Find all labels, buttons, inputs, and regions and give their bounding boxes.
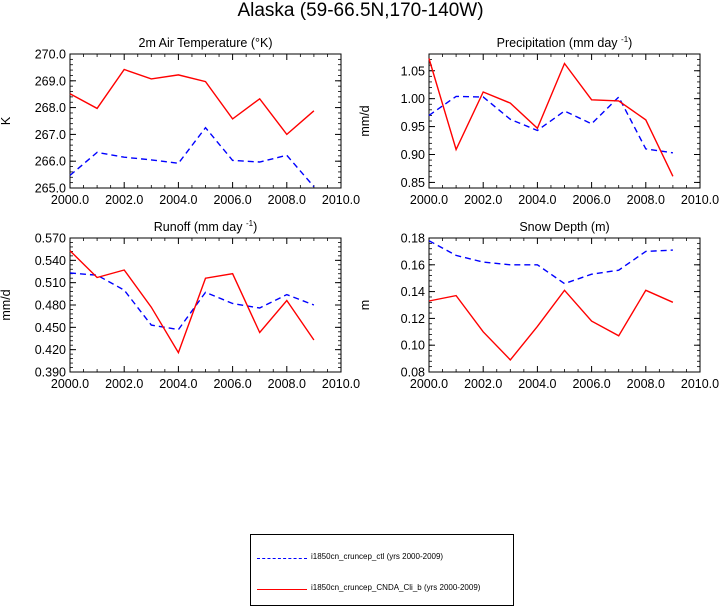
legend-swatch-ctl: [257, 558, 307, 559]
series-line-cnda-runoff: [69, 250, 315, 355]
legend-swatch-cnda: [257, 589, 307, 590]
x-tick-label: 2000.0: [410, 193, 448, 207]
y-tick-label: 0.14: [401, 285, 425, 299]
y-tick-label: 0.540: [35, 254, 66, 268]
x-tick-label: 2004.0: [159, 193, 197, 207]
x-tick-label: 2002.0: [464, 377, 502, 391]
x-tick-label: 2002.0: [464, 193, 502, 207]
panel-title-runoff: Runoff (mm day -1): [154, 219, 257, 234]
series-line-ctl-snow-depth: [428, 240, 673, 285]
x-tick-label: 2006.0: [572, 193, 610, 207]
ylabel-snow-depth: m: [358, 300, 372, 310]
x-tick-label: 2006.0: [572, 377, 610, 391]
y-tick-label: 0.90: [401, 148, 425, 162]
x-tick-label: 2004.0: [518, 377, 556, 391]
x-tick-label: 2010.0: [322, 377, 360, 391]
x-tick-label: 2000.0: [410, 377, 448, 391]
y-tick-label: 1.05: [401, 64, 425, 78]
y-tick-label: 0.480: [35, 299, 66, 313]
series-line-cnda-precip: [428, 58, 674, 177]
series-line-cnda-snow-depth: [428, 289, 674, 361]
series-line-ctl-precip: [428, 95, 673, 154]
legend-label-ctl: i1850cn_cruncep_ctl (yrs 2000-2009): [311, 552, 444, 561]
y-tick-label: 269.0: [35, 74, 66, 88]
y-tick-label: 0.570: [35, 232, 66, 246]
y-tick-label: 0.12: [401, 312, 425, 326]
legend: i1850cn_cruncep_ctl (yrs 2000-2009) i185…: [250, 534, 514, 606]
figure-title: Alaska (59-66.5N,170-140W): [237, 0, 484, 21]
x-tick-label: 2000.0: [51, 377, 89, 391]
x-tick-label: 2008.0: [268, 377, 306, 391]
charts-canvas: 2m Air Temperature (°K) K 2000.0 2002.0 2004…: [0, 35, 719, 391]
y-tick-label: 0.420: [35, 343, 66, 357]
panel-title-air-temp: 2m Air Temperature (°K): [139, 36, 273, 50]
y-tick-label: 265.0: [35, 182, 66, 196]
legend-label-cnda: i1850cn_cruncep_CNDA_Cli_b (yrs 2000-200…: [311, 583, 481, 592]
y-tick-label: 267.0: [35, 128, 66, 142]
y-tick-label: 268.0: [35, 101, 66, 115]
x-tick-label: 2006.0: [213, 377, 251, 391]
y-tick-label: 0.510: [35, 276, 66, 290]
y-tick-label: 0.85: [401, 176, 425, 190]
y-tick-label: 266.0: [35, 155, 66, 169]
y-tick-label: 1.00: [401, 92, 425, 106]
panel-title-precip: Precipitation (mm day -1): [497, 35, 633, 50]
series-line-cnda-air-temp: [69, 68, 315, 136]
chart-panel-precip: Precipitation (mm day -1) mm/d 2000.0 2002.…: [358, 35, 719, 207]
x-tick-label: 2002.0: [105, 193, 143, 207]
series-line-ctl-runoff: [69, 272, 315, 331]
y-tick-label: 0.95: [401, 120, 425, 134]
x-tick-label: 2008.0: [268, 193, 306, 207]
y-tick-label: 0.18: [401, 232, 425, 246]
x-tick-label: 2004.0: [518, 193, 556, 207]
x-tick-label: 2008.0: [627, 193, 665, 207]
x-tick-label: 2006.0: [213, 193, 251, 207]
chart-panel-runoff: Runoff (mm day -1) mm/d 2000.0 2002.0 2004.0…: [0, 219, 360, 391]
series-line-ctl-air-temp: [69, 126, 315, 188]
y-tick-label: 0.390: [35, 366, 66, 380]
y-tick-label: 0.10: [401, 339, 425, 353]
ylabel-precip: mm/d: [358, 105, 372, 136]
y-tick-label: 270.0: [35, 48, 66, 62]
legend-entry-ctl: i1850cn_cruncep_ctl (yrs 2000-2009): [251, 549, 513, 569]
ylabel-runoff: mm/d: [0, 289, 13, 320]
x-tick-label: 2010.0: [681, 377, 719, 391]
x-tick-label: 2000.0: [51, 193, 89, 207]
chart-panel-snow-depth: Snow Depth (m) m 2000.0 2002.0 2004.0 2006.0 2…: [358, 220, 719, 391]
y-tick-label: 0.450: [35, 321, 66, 335]
legend-entry-cnda: i1850cn_cruncep_CNDA_Cli_b (yrs 2000-200…: [251, 580, 513, 600]
panel-title-snow-depth: Snow Depth (m): [519, 220, 609, 234]
plot-frame-runoff: [69, 237, 342, 373]
x-tick-label: 2002.0: [105, 377, 143, 391]
x-tick-label: 2010.0: [322, 193, 360, 207]
plot-frame-air-temp: [69, 53, 342, 189]
y-tick-label: 0.16: [401, 258, 425, 272]
x-tick-label: 2008.0: [627, 377, 665, 391]
chart-panel-air-temp: 2m Air Temperature (°K) K 2000.0 2002.0 2004…: [0, 36, 360, 207]
ylabel-air-temp: K: [0, 116, 13, 125]
y-tick-label: 0.08: [401, 366, 425, 380]
x-tick-label: 2010.0: [681, 193, 719, 207]
x-tick-label: 2004.0: [159, 377, 197, 391]
